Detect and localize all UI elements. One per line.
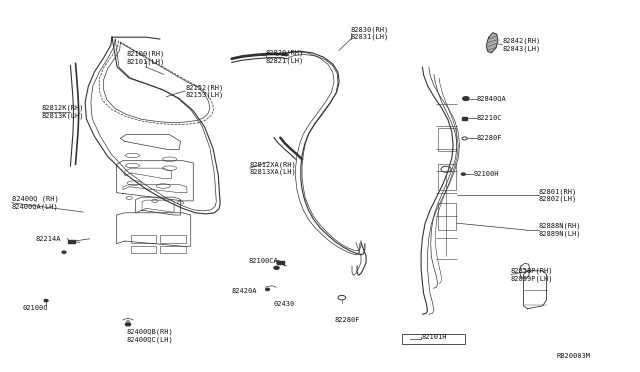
Bar xyxy=(438,128,456,151)
Circle shape xyxy=(274,266,279,269)
Bar xyxy=(131,235,156,243)
Text: 02100C: 02100C xyxy=(22,305,48,311)
Bar xyxy=(277,261,284,264)
Text: 82214A: 82214A xyxy=(35,236,61,242)
Text: 82801(RH)
82802(LH): 82801(RH) 82802(LH) xyxy=(539,188,577,202)
Text: 82152(RH)
82153(LH): 82152(RH) 82153(LH) xyxy=(186,84,224,98)
Bar xyxy=(438,203,456,230)
Text: 82820(RH)
82821(LH): 82820(RH) 82821(LH) xyxy=(266,49,304,64)
Text: 82280F: 82280F xyxy=(477,135,502,141)
Text: 82400Q (RH)
82400QA(LH): 82400Q (RH) 82400QA(LH) xyxy=(12,196,58,210)
Circle shape xyxy=(461,173,465,175)
Text: 82888N(RH)
82889N(LH): 82888N(RH) 82889N(LH) xyxy=(539,223,581,237)
Text: 82858P(RH)
82859P(LH): 82858P(RH) 82859P(LH) xyxy=(511,267,553,282)
Text: 82210C: 82210C xyxy=(477,115,502,121)
Bar xyxy=(160,246,186,253)
Circle shape xyxy=(62,251,66,253)
Circle shape xyxy=(125,323,131,326)
Text: 82101H: 82101H xyxy=(421,334,447,340)
Text: 82812K(RH)
82813K(LH): 82812K(RH) 82813K(LH) xyxy=(42,105,84,119)
Text: 82280F: 82280F xyxy=(334,317,360,323)
Text: 92100H: 92100H xyxy=(474,171,499,177)
Circle shape xyxy=(463,97,469,100)
Text: 82840QA: 82840QA xyxy=(477,96,506,102)
Bar xyxy=(160,235,186,243)
Text: 82100CA: 82100CA xyxy=(248,258,278,264)
Bar xyxy=(68,240,75,243)
Text: 82100(RH)
82101(LH): 82100(RH) 82101(LH) xyxy=(127,51,165,65)
Bar xyxy=(463,117,467,119)
Text: 82420A: 82420A xyxy=(232,288,257,294)
Circle shape xyxy=(44,299,48,302)
Bar xyxy=(402,334,465,344)
Text: 82842(RH)
82843(LH): 82842(RH) 82843(LH) xyxy=(502,38,541,52)
Text: RB20003M: RB20003M xyxy=(557,353,591,359)
Bar xyxy=(131,246,156,253)
Polygon shape xyxy=(486,33,498,53)
Bar xyxy=(438,164,456,190)
Text: 02430: 02430 xyxy=(274,301,295,307)
Circle shape xyxy=(266,288,269,291)
Text: 82400QB(RH)
82400QC(LH): 82400QB(RH) 82400QC(LH) xyxy=(127,328,173,343)
Text: 82830(RH)
82831(LH): 82830(RH) 82831(LH) xyxy=(351,26,389,41)
Text: 82812XA(RH)
82813XA(LH): 82812XA(RH) 82813XA(LH) xyxy=(250,161,296,175)
